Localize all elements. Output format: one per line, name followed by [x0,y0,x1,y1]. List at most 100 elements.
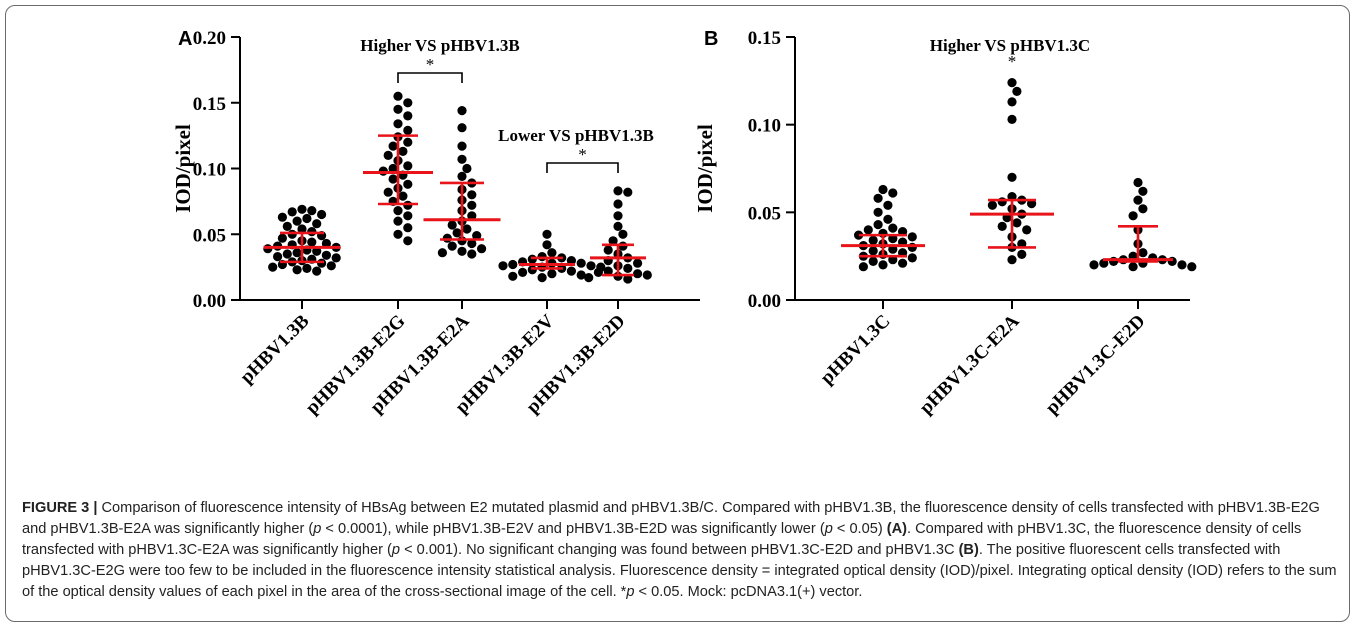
data-point [987,200,998,210]
data-point [613,186,623,196]
data-point [273,252,283,262]
chart-panel-b: B 0.00 0.05 0.10 0.15 IOD/pixel pHBV1.3C pHBV1.… [693,28,1197,419]
data-point [542,240,552,250]
data-point [403,211,413,221]
data-point [633,258,643,268]
data-point [393,119,403,129]
y-tick-label: 0.00 [748,291,781,312]
data-point [873,193,883,203]
data-point [576,258,586,268]
data-point [613,221,623,231]
category-label: pHBV1.3C-E2A [916,310,1024,418]
data-point [907,232,917,242]
data-point [393,104,403,114]
data-point [292,248,302,258]
data-point [618,241,628,251]
data-point [398,146,408,156]
data-point [1012,86,1022,96]
group-pHBV1.3B-E2D [584,186,652,284]
data-point [467,200,477,210]
data-point [997,221,1007,231]
data-point [907,253,917,263]
data-point [447,220,457,230]
data-point [566,256,577,266]
data-point [633,269,643,279]
data-point [547,269,557,279]
category-label: pHBV1.3C-E2D [1042,311,1150,419]
data-point [1022,225,1032,235]
data-point [383,187,393,197]
caption-segment: p [391,542,401,558]
group-pHBV1.3B-E2G [363,91,433,246]
caption-segment: p [824,521,833,537]
data-point [603,245,613,255]
data-point [403,137,413,147]
data-point [393,206,403,216]
data-point [403,179,413,189]
data-point [462,163,472,174]
caption-segment: Comparison of fluorescence intensity of … [22,500,1320,537]
data-point [868,256,878,266]
data-point [393,229,403,239]
caption-segment: < 0.05) [832,521,887,537]
data-point [542,229,552,239]
data-point [498,261,508,271]
significance-star: * [578,145,587,164]
data-point [467,211,477,221]
data-point [1187,262,1197,272]
data-point [292,216,302,226]
data-point [331,253,341,263]
data-point [437,248,447,258]
data-point [307,227,317,237]
data-point [873,220,883,230]
data-point [613,211,623,221]
data-point [868,246,878,256]
data-point [1007,255,1017,265]
data-point [873,207,883,217]
y-tick-label: 0.00 [193,291,226,312]
data-point [403,111,413,121]
chart-panel-a: A0.000.050.100.150.20IOD/pixelpHBV1.3BpH… [171,28,700,418]
data-point [593,267,604,277]
y-tick-label: 0.20 [193,28,226,49]
data-point [403,125,413,135]
data-point [1128,262,1138,272]
caption-segment: < 0.001). No significant changing was fo… [400,542,959,558]
data-point [878,260,888,270]
data-point [1012,218,1022,228]
data-point [1138,186,1148,196]
y-tick-label: 0.15 [193,94,226,115]
data-point [623,274,633,284]
panel-letter: A [178,28,192,50]
data-point [457,141,467,151]
data-point [576,270,586,280]
y-tick-label: 0.10 [748,116,781,137]
data-point [321,238,331,249]
data-point [393,91,403,101]
data-point [1133,177,1143,188]
caption-segment: . The positive fluorescent cells transfe… [22,542,1337,600]
data-point [462,224,472,234]
data-point [603,266,613,276]
data-point [287,207,297,217]
annotation-text: Lower VS pHBV1.3B [498,126,654,145]
y-tick-label: 0.15 [748,28,781,49]
caption-segment: (A) [886,521,908,537]
data-point [302,263,312,273]
data-point [888,188,898,198]
significance-bracket [397,72,463,83]
data-point [868,235,878,245]
figure-frame [5,5,1350,622]
data-point [623,187,633,197]
data-point [457,123,467,133]
caption-segment: . Compared with pHBV1.3C, the fluorescen… [22,521,1302,558]
data-point [898,258,908,268]
y-tick-label: 0.10 [193,160,226,181]
y-axis-label: IOD/pixel [171,124,195,213]
data-point [467,249,477,259]
data-point [883,200,893,210]
data-point [508,271,518,281]
data-point [1007,114,1017,124]
data-point [584,273,594,283]
data-point [547,248,557,258]
